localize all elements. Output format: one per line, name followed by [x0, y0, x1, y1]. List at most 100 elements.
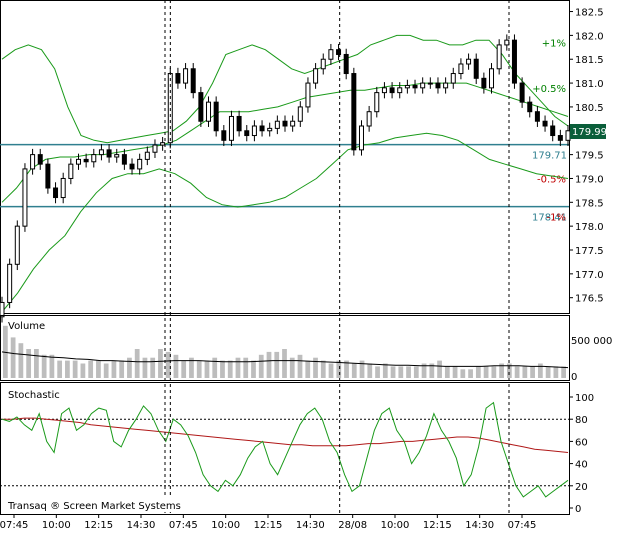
price-tick-label: 178.0: [575, 222, 604, 233]
price-levels: 179.71 178.41 +1% +0.5% -0.5% -1%: [0, 39, 569, 224]
volume-bar: [34, 349, 39, 378]
volume-bar: [475, 366, 481, 378]
time-tick-label: 12:15: [84, 520, 113, 531]
candle-body: [206, 101, 212, 122]
volume-bar: [429, 363, 435, 378]
candle-body: [412, 84, 418, 89]
candle-body: [152, 144, 158, 153]
candle-body: [565, 130, 571, 141]
stochastic-d-line: [2, 417, 569, 453]
candle-body: [290, 120, 296, 127]
volume-bar: [421, 363, 427, 378]
volume-bar: [359, 360, 365, 378]
volume-bar: [227, 360, 233, 378]
volume-bar: [537, 363, 543, 378]
volume-bar: [468, 369, 473, 378]
volume-bar: [522, 366, 528, 378]
volume-bar: [49, 354, 55, 378]
volume-tick-high: 500 000: [571, 336, 612, 347]
volume-bar: [96, 360, 101, 378]
last-price-tag: 179.99: [570, 124, 607, 139]
volume-bar: [165, 351, 171, 378]
volume-bar: [483, 366, 489, 378]
price-tick-label: 182.5: [575, 8, 604, 19]
stochastic-axis-labels: 100 80 60 40 20 0: [569, 393, 594, 515]
time-tick-label: 10:00: [381, 520, 410, 531]
candle-body: [534, 111, 540, 122]
volume-bar: [398, 366, 404, 378]
time-tick-label: 12:15: [254, 520, 283, 531]
candle-body: [443, 82, 449, 89]
level-label: 179.71: [532, 151, 567, 162]
volume-bar: [289, 357, 295, 378]
footer-bg: [3, 498, 185, 512]
volume-bar: [41, 354, 47, 378]
band-annotation: +1%: [542, 39, 566, 50]
candle-body: [53, 187, 59, 199]
volume-bar: [134, 349, 140, 378]
stochastic-tick-label: 0: [575, 504, 581, 515]
candle-body: [251, 125, 257, 137]
stochastic-tick-label: 60: [575, 437, 588, 448]
price-tick-label: 177.0: [575, 270, 604, 281]
volume-bar: [367, 363, 373, 378]
stochastic-tick-label: 40: [575, 460, 588, 471]
band-annotation: -1%: [547, 213, 566, 224]
price-tick-label: 181.5: [575, 55, 604, 66]
time-tick-label: 10:00: [211, 520, 240, 531]
candle-body: [358, 125, 364, 151]
candle-body: [282, 120, 288, 127]
candle-body: [183, 68, 189, 84]
price-panel-frame: [0, 0, 570, 314]
volume-bar: [344, 360, 349, 378]
band-annotation: -0.5%: [537, 174, 566, 185]
price-tick-label: 181.0: [575, 79, 604, 90]
candle-body: [98, 149, 104, 156]
band-annotation: +0.5%: [532, 84, 566, 95]
candle-body: [328, 49, 334, 60]
volume-bar: [460, 369, 466, 378]
volume-bar: [181, 360, 187, 378]
volume-bar: [88, 360, 94, 378]
volume-bar: [103, 363, 109, 378]
volume-bars: [1, 325, 569, 378]
candle-body: [297, 106, 303, 122]
level-label: 178.41: [532, 213, 567, 224]
candle-body: [244, 130, 250, 137]
candle-body: [466, 58, 472, 65]
last-price-label: 179.99: [572, 127, 607, 138]
candle-body: [190, 68, 196, 94]
session-dividers: [164, 0, 510, 514]
price-tick-label: 179.5: [575, 151, 604, 162]
candle-body: [129, 163, 135, 170]
volume-panel-frame: [0, 315, 570, 381]
candle-body: [450, 73, 456, 84]
volume-bar: [266, 351, 272, 378]
price-tick-label: 182.0: [575, 31, 604, 42]
stochastic-tick-label: 100: [575, 393, 594, 404]
stochastic-panel-frame: [0, 382, 570, 515]
candle-body: [114, 154, 120, 158]
volume-bar: [189, 357, 194, 378]
candle-body: [144, 151, 150, 160]
candle-body: [30, 154, 36, 170]
candle-body: [389, 87, 395, 94]
candle-body: [121, 154, 127, 165]
time-tick-label: 14:30: [465, 520, 494, 531]
time-tick-label: 12:15: [423, 520, 452, 531]
time-tick-label: 07:45: [0, 520, 28, 531]
candle-body: [45, 163, 51, 189]
footer-credit: Transaq ® Screen Market Systems: [7, 501, 181, 512]
price-tick-label: 178.5: [575, 198, 604, 209]
volume-bar: [382, 363, 388, 378]
candle-body: [221, 130, 227, 141]
volume-average-line: [1, 351, 569, 369]
candle-body: [267, 127, 273, 132]
upper-band-line: [1, 34, 569, 144]
candle-body: [198, 92, 204, 122]
candle-body: [175, 73, 181, 84]
candle-body: [313, 68, 319, 84]
